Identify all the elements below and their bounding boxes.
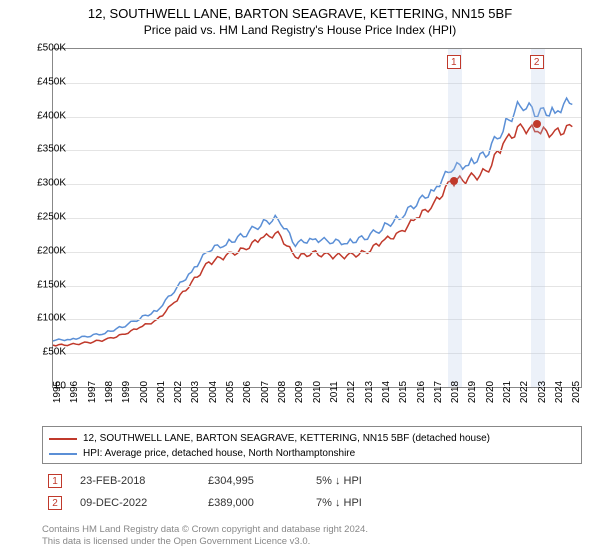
sale-marker-band <box>448 49 462 387</box>
gridline-h <box>53 83 581 84</box>
sale-num-2: 2 <box>48 496 62 510</box>
xtick-label: 2024 <box>554 381 565 403</box>
xtick-label: 2004 <box>208 381 219 403</box>
series-line-hpi <box>53 98 572 341</box>
xtick-label: 2014 <box>381 381 392 403</box>
xtick-label: 2020 <box>485 381 496 403</box>
sale-row-1: 1 23-FEB-2018 £304,995 5% ↓ HPI <box>42 470 582 492</box>
sale-marker-dot <box>533 120 541 128</box>
xtick-label: 2009 <box>294 381 305 403</box>
xtick-label: 2022 <box>519 381 530 403</box>
gridline-h <box>53 218 581 219</box>
ytick-label: £500K <box>20 43 66 54</box>
legend-swatch-property <box>49 438 77 440</box>
ytick-label: £300K <box>20 178 66 189</box>
ytick-label: £450K <box>20 76 66 87</box>
xtick-label: 2005 <box>225 381 236 403</box>
title-main: 12, SOUTHWELL LANE, BARTON SEAGRAVE, KET… <box>0 6 600 23</box>
gridline-h <box>53 252 581 253</box>
xtick-label: 2023 <box>537 381 548 403</box>
xtick-label: 1996 <box>69 381 80 403</box>
gridline-h <box>53 150 581 151</box>
ytick-label: £50K <box>20 347 66 358</box>
xtick-label: 2013 <box>364 381 375 403</box>
ytick-label: £400K <box>20 110 66 121</box>
series-line-property <box>53 124 572 346</box>
legend-row-property: 12, SOUTHWELL LANE, BARTON SEAGRAVE, KET… <box>49 431 575 446</box>
chart-plot-area: 12 <box>52 48 582 388</box>
sale-marker-box: 1 <box>447 55 461 69</box>
xtick-label: 2016 <box>416 381 427 403</box>
xtick-label: 1997 <box>87 381 98 403</box>
sale-marker-dot <box>450 177 458 185</box>
legend-label-property: 12, SOUTHWELL LANE, BARTON SEAGRAVE, KET… <box>83 431 490 446</box>
xtick-label: 2006 <box>242 381 253 403</box>
sale-rows: 1 23-FEB-2018 £304,995 5% ↓ HPI 2 09-DEC… <box>42 470 582 514</box>
xtick-label: 2003 <box>190 381 201 403</box>
chart-container: 12, SOUTHWELL LANE, BARTON SEAGRAVE, KET… <box>0 0 600 560</box>
sale-price-2: £389,000 <box>208 497 298 509</box>
sale-num-1: 1 <box>48 474 62 488</box>
xtick-label: 2001 <box>156 381 167 403</box>
gridline-h <box>53 286 581 287</box>
xtick-label: 2021 <box>502 381 513 403</box>
ytick-label: £150K <box>20 279 66 290</box>
sale-pct-1: 5% ↓ HPI <box>316 475 416 487</box>
ytick-label: £350K <box>20 144 66 155</box>
title-sub: Price paid vs. HM Land Registry's House … <box>0 23 600 39</box>
xtick-label: 2012 <box>346 381 357 403</box>
xtick-label: 2017 <box>433 381 444 403</box>
title-block: 12, SOUTHWELL LANE, BARTON SEAGRAVE, KET… <box>0 0 600 38</box>
xtick-label: 1998 <box>104 381 115 403</box>
sale-date-2: 09-DEC-2022 <box>80 497 190 509</box>
ytick-label: £100K <box>20 313 66 324</box>
xtick-label: 2008 <box>277 381 288 403</box>
xtick-label: 2007 <box>260 381 271 403</box>
gridline-h <box>53 353 581 354</box>
gridline-h <box>53 117 581 118</box>
footnote: Contains HM Land Registry data © Crown c… <box>42 524 582 549</box>
legend-swatch-hpi <box>49 453 77 455</box>
xtick-label: 2011 <box>329 381 340 403</box>
gridline-h <box>53 184 581 185</box>
sale-marker-box: 2 <box>530 55 544 69</box>
xtick-label: 2002 <box>173 381 184 403</box>
sale-date-1: 23-FEB-2018 <box>80 475 190 487</box>
sale-pct-2: 7% ↓ HPI <box>316 497 416 509</box>
xtick-label: 2018 <box>450 381 461 403</box>
legend-panel: 12, SOUTHWELL LANE, BARTON SEAGRAVE, KET… <box>42 426 582 464</box>
gridline-h <box>53 319 581 320</box>
footnote-line1: Contains HM Land Registry data © Crown c… <box>42 524 582 536</box>
sale-price-1: £304,995 <box>208 475 298 487</box>
sale-marker-band <box>531 49 545 387</box>
footnote-line2: This data is licensed under the Open Gov… <box>42 536 582 548</box>
xtick-label: 2025 <box>571 381 582 403</box>
sale-row-2: 2 09-DEC-2022 £389,000 7% ↓ HPI <box>42 492 582 514</box>
xtick-label: 2010 <box>312 381 323 403</box>
legend-label-hpi: HPI: Average price, detached house, Nort… <box>83 446 355 461</box>
xtick-label: 2019 <box>467 381 478 403</box>
ytick-label: £200K <box>20 245 66 256</box>
ytick-label: £250K <box>20 212 66 223</box>
xtick-label: 1999 <box>121 381 132 403</box>
xtick-label: 2000 <box>139 381 150 403</box>
legend-row-hpi: HPI: Average price, detached house, Nort… <box>49 446 575 461</box>
xtick-label: 2015 <box>398 381 409 403</box>
xtick-label: 1995 <box>52 381 63 403</box>
